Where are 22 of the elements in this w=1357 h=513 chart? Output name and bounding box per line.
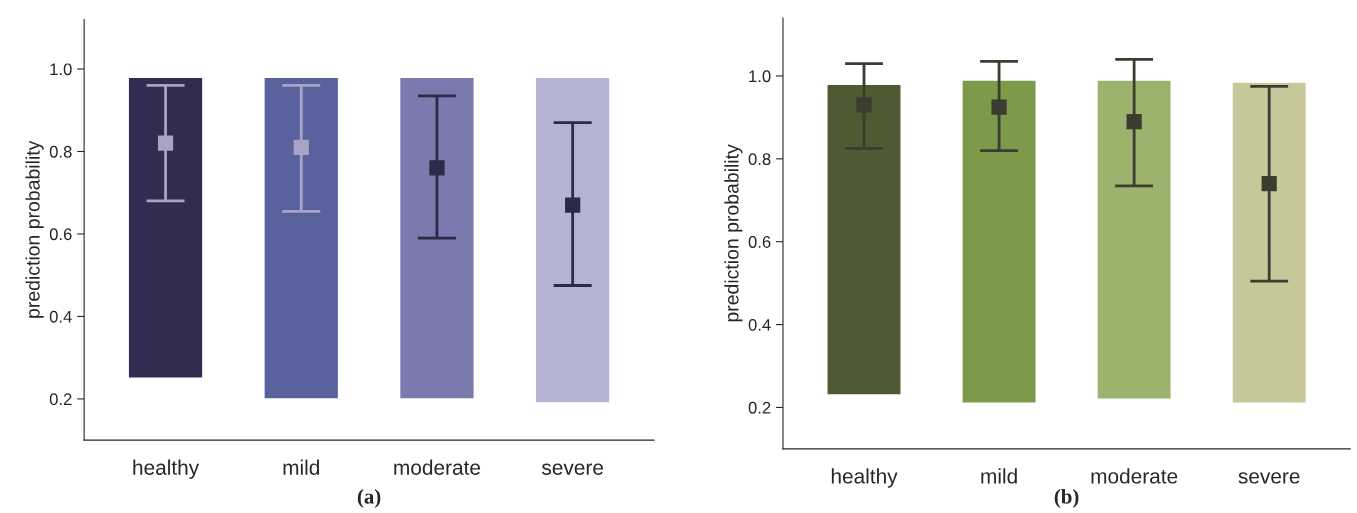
x-tick-label: mild (981, 468, 1017, 484)
x-tick-label: moderate (394, 459, 481, 475)
y-tick-label: 0.4 (49, 310, 72, 323)
y-tick-label: 0.2 (748, 401, 771, 414)
y-tick-label: 0.6 (748, 236, 771, 248)
x-tick-label: mild (283, 459, 320, 475)
y-tick-label: 0.8 (748, 153, 771, 166)
y-axis-title: prediction probability (25, 140, 44, 318)
x-tick-label: healthy (831, 468, 898, 488)
x-tick-label: healthy (133, 459, 200, 480)
y-tick-label: 0.2 (49, 393, 72, 406)
y-tick-label: 0.6 (49, 228, 72, 241)
y-tick-label: 0.4 (748, 318, 771, 331)
y-axis-title: prediction probability (724, 144, 743, 322)
x-tick-label: severe (541, 463, 603, 475)
y-tick-label: 0.8 (49, 145, 72, 158)
x-tick-label: moderate (1091, 468, 1178, 484)
y-tick-label: 1.0 (50, 63, 72, 76)
x-tick-label: severe (1238, 472, 1300, 484)
text: (b) (1054, 488, 1079, 508)
y-tick-label: 1.0 (749, 70, 771, 83)
text: (a) (357, 488, 381, 508)
